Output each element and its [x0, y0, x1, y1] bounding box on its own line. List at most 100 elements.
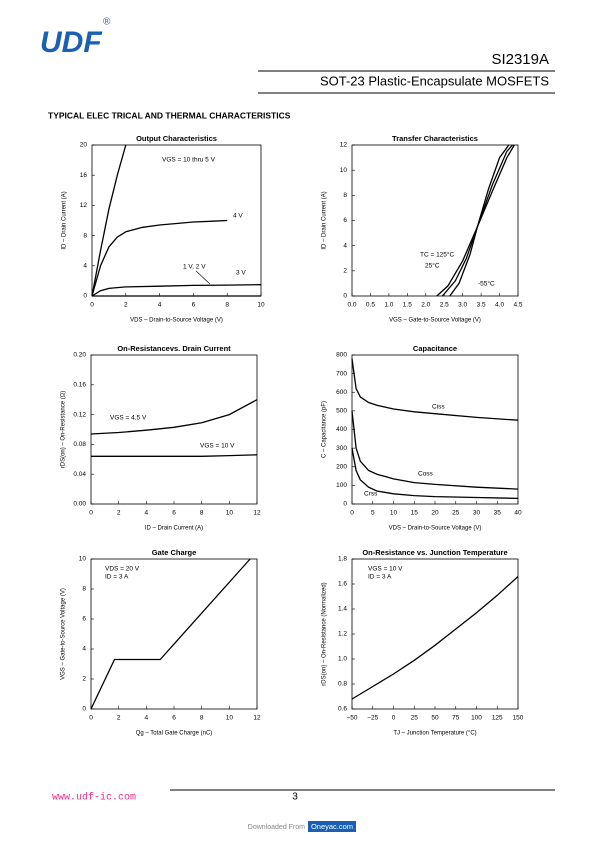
y-tick-label: 0.00 — [73, 501, 86, 508]
y-axis-label: ID – Drain Current (A) — [322, 191, 328, 249]
x-tick-label: 0 — [392, 715, 396, 722]
series-label: VGS = 4.5 V — [110, 415, 147, 422]
y-tick-label: 0.04 — [73, 471, 86, 478]
y-tick-label: 8 — [343, 192, 347, 199]
x-tick-label: 4 — [145, 715, 149, 722]
x-tick-label: 35 — [494, 510, 502, 517]
curve — [91, 454, 258, 457]
series-label: Ciss — [432, 404, 445, 411]
x-tick-label: 4.0 — [495, 302, 504, 309]
y-tick-label: 4 — [343, 242, 347, 249]
chart-title: On-Resistance vs. Junction Temperature — [362, 548, 507, 557]
series-label: 1 V, 2 V — [183, 264, 206, 271]
chart-title: Transfer Characteristics — [392, 134, 478, 143]
y-tick-label: 700 — [336, 370, 347, 377]
section-title: TYPICAL ELEC TRICAL AND THERMAL CHARACTE… — [48, 110, 291, 120]
x-tick-label: 15 — [411, 510, 419, 517]
x-tick-label: 6 — [172, 510, 176, 517]
curve — [90, 558, 251, 710]
annotation: ID = 3 A — [105, 574, 129, 581]
x-tick-label: 20 — [431, 510, 439, 517]
y-tick-label: 800 — [336, 352, 347, 359]
y-tick-label: 10 — [340, 167, 348, 174]
y-tick-label: 1.6 — [338, 581, 347, 588]
website[interactable]: www.udf-ic.com — [52, 792, 136, 804]
y-axis-label: ID – Drain Current (A) — [62, 191, 68, 249]
x-tick-label: 4 — [158, 302, 162, 309]
y-tick-label: 1.4 — [338, 606, 347, 613]
x-tick-label: 2.0 — [421, 302, 430, 309]
x-tick-label: 10 — [390, 510, 398, 517]
x-tick-label: 10 — [257, 302, 265, 309]
series-label: 25°C — [425, 262, 440, 270]
logo: UDF — [40, 26, 102, 59]
curve — [351, 410, 519, 490]
x-tick-label: 0.5 — [366, 302, 375, 309]
y-tick-label: 1.2 — [338, 631, 347, 638]
x-tick-label: 6 — [192, 302, 196, 309]
x-tick-label: 0 — [90, 302, 94, 309]
series-label: VGS = 10 thru 5 V — [162, 157, 216, 164]
chart-title: On-Resistancevs. Drain Current — [117, 344, 231, 353]
chart-title: Output Characteristics — [136, 134, 217, 143]
y-tick-label: 0 — [343, 501, 347, 508]
x-tick-label: 6 — [172, 715, 176, 722]
y-axis-label: C – Capacitance (pF) — [322, 401, 328, 458]
part-number: SI2319A — [491, 51, 549, 68]
annotation: VDS = 20 V — [105, 566, 140, 573]
x-tick-label: 12 — [253, 510, 261, 517]
curve — [449, 144, 510, 297]
y-tick-label: 6 — [82, 616, 86, 623]
y-tick-label: 20 — [80, 142, 88, 149]
y-tick-label: 12 — [80, 202, 88, 209]
source-badge — [308, 821, 356, 832]
y-axis-label: rDS(on) – On-Resistance (Ω) — [61, 391, 67, 469]
registered-mark: ® — [103, 17, 111, 28]
curve — [90, 399, 258, 435]
y-tick-label: 100 — [336, 482, 347, 489]
x-tick-label: 4.5 — [513, 302, 522, 309]
x-tick-label: 50 — [431, 715, 439, 722]
chart-title: Gate Charge — [152, 548, 197, 557]
y-tick-label: 6 — [343, 217, 347, 224]
x-tick-label: 12 — [253, 715, 261, 722]
x-tick-label: 75 — [452, 715, 460, 722]
x-tick-label: 1.5 — [403, 302, 412, 309]
x-tick-label: 0.0 — [347, 302, 356, 309]
x-tick-label: 8 — [200, 715, 204, 722]
curve — [91, 219, 228, 297]
y-tick-label: 400 — [336, 426, 347, 433]
x-tick-label: 2 — [117, 510, 121, 517]
curve — [91, 284, 262, 297]
y-tick-label: 1.0 — [338, 656, 347, 663]
x-tick-label: 2 — [124, 302, 128, 309]
download-note: Downloaded From — [248, 824, 305, 831]
y-tick-label: 4 — [83, 263, 87, 270]
x-tick-label: 2 — [117, 715, 121, 722]
curve — [351, 576, 519, 700]
y-tick-label: 0.16 — [73, 382, 86, 389]
series-label: TC = 125°C — [420, 251, 455, 259]
x-axis-label: ID – Drain Current (A) — [145, 526, 203, 532]
x-tick-label: −50 — [346, 715, 357, 722]
y-tick-label: 0 — [83, 293, 87, 300]
y-axis-label: VGS – Gate-to-Source Voltage (V) — [61, 588, 67, 680]
y-tick-label: 0 — [82, 706, 86, 713]
x-tick-label: 8 — [200, 510, 204, 517]
y-axis-label: rDS(on) – On-Resistance (Normalized) — [322, 582, 328, 685]
y-tick-label: 2 — [82, 676, 86, 683]
series-label: 4 V — [233, 213, 243, 220]
x-tick-label: 10 — [226, 510, 234, 517]
x-tick-label: −25 — [367, 715, 378, 722]
x-tick-label: 0 — [89, 510, 93, 517]
x-tick-label: 125 — [492, 715, 503, 722]
x-tick-label: 4 — [145, 510, 149, 517]
x-tick-label: 25 — [452, 510, 460, 517]
x-tick-label: 150 — [513, 715, 524, 722]
series-label: -55°C — [478, 280, 495, 288]
x-tick-label: 5 — [371, 510, 375, 517]
x-axis-label: VGS – Gate-to-Source Voltage (V) — [389, 318, 481, 324]
source-link[interactable]: Oneyac.com — [311, 822, 353, 831]
